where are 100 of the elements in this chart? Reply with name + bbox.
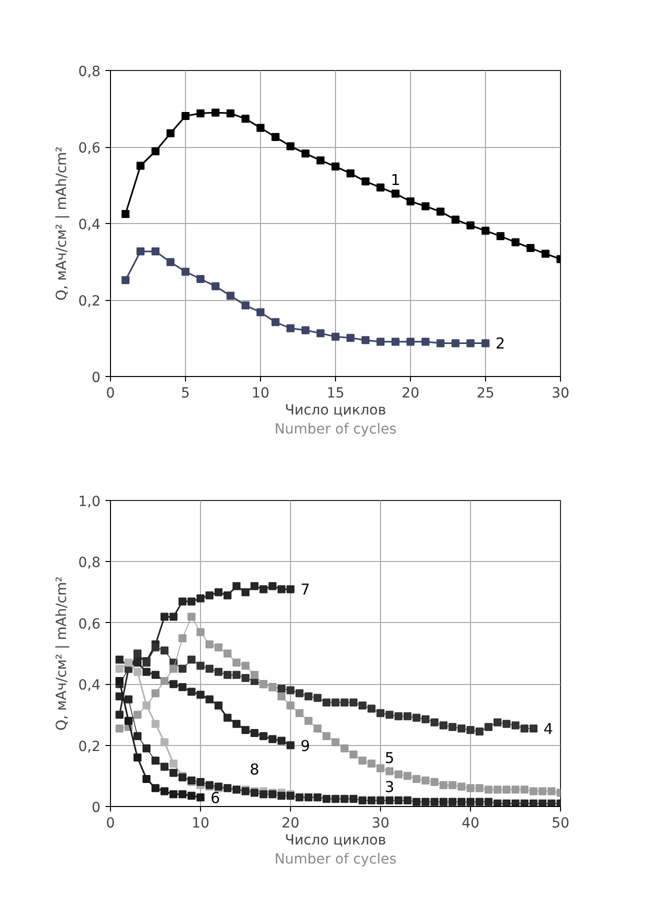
point (304, 716, 312, 725)
y-tick-label: 0 (92, 800, 101, 816)
point (502, 786, 510, 794)
point (160, 738, 168, 746)
point (358, 702, 366, 710)
point (152, 689, 160, 698)
point (170, 680, 178, 688)
point (476, 728, 484, 736)
point (196, 793, 204, 802)
point (124, 716, 132, 725)
point (242, 726, 250, 734)
point (196, 690, 204, 699)
point (520, 724, 528, 732)
point (358, 796, 366, 804)
point (152, 784, 160, 792)
point (272, 133, 280, 142)
point (116, 710, 124, 719)
point (178, 790, 186, 798)
point (368, 760, 376, 768)
point (178, 597, 186, 606)
point (206, 640, 214, 648)
point (170, 790, 178, 798)
point (340, 744, 348, 752)
point (494, 799, 502, 806)
point (404, 772, 412, 780)
point (134, 650, 142, 658)
point (466, 784, 474, 792)
point (502, 799, 510, 806)
point (278, 736, 286, 745)
point (260, 732, 268, 740)
point (392, 338, 400, 346)
point (392, 190, 400, 198)
point (496, 232, 504, 240)
point (520, 799, 528, 806)
point (304, 793, 312, 802)
point (376, 764, 384, 772)
point (214, 702, 222, 710)
series-label: 7 (300, 580, 310, 599)
point (196, 778, 204, 786)
point (124, 695, 132, 704)
point (170, 612, 178, 621)
point (542, 250, 550, 258)
point (430, 798, 438, 806)
point (224, 591, 232, 600)
text: Number of cycles (274, 852, 397, 868)
point (346, 334, 354, 342)
point (350, 794, 358, 803)
point (116, 677, 124, 686)
point (314, 793, 322, 802)
point (494, 786, 502, 794)
point (136, 162, 144, 170)
point (242, 114, 250, 123)
point (332, 738, 340, 746)
point (196, 274, 204, 283)
point (256, 124, 264, 132)
point (214, 643, 222, 652)
x-tick-label: 20 (402, 386, 420, 402)
point (422, 798, 430, 806)
series-label: 4 (544, 720, 554, 738)
point (152, 670, 160, 679)
point (278, 585, 286, 594)
point (332, 162, 340, 171)
point (214, 588, 222, 596)
point (512, 799, 520, 806)
point (332, 332, 340, 341)
point (278, 792, 286, 800)
point (448, 798, 456, 806)
point (286, 686, 294, 694)
point (142, 774, 150, 783)
point (250, 670, 258, 679)
point (452, 339, 460, 348)
point (224, 650, 232, 658)
point (322, 794, 330, 803)
point (206, 664, 214, 673)
point (242, 588, 250, 596)
point (226, 292, 234, 300)
point (512, 721, 520, 730)
point (286, 702, 294, 710)
point (322, 698, 330, 706)
point (422, 202, 430, 210)
point (362, 177, 370, 186)
point (212, 108, 220, 117)
y-tick-label: 0,2 (78, 738, 100, 755)
point (458, 724, 466, 732)
y-tick-label: 0,8 (78, 64, 100, 80)
point (152, 247, 160, 256)
y-tick-label: 0,4 (78, 678, 101, 694)
point (250, 582, 258, 590)
point (452, 216, 460, 224)
x-axis-title: Число циклов (284, 402, 386, 418)
y-tick-label: 0,6 (78, 616, 101, 632)
point (406, 338, 414, 346)
point (160, 612, 168, 621)
point (476, 798, 484, 806)
point (122, 276, 130, 284)
point (412, 798, 420, 806)
point (242, 674, 250, 682)
point (212, 282, 220, 290)
point (530, 799, 538, 806)
point (226, 109, 234, 118)
